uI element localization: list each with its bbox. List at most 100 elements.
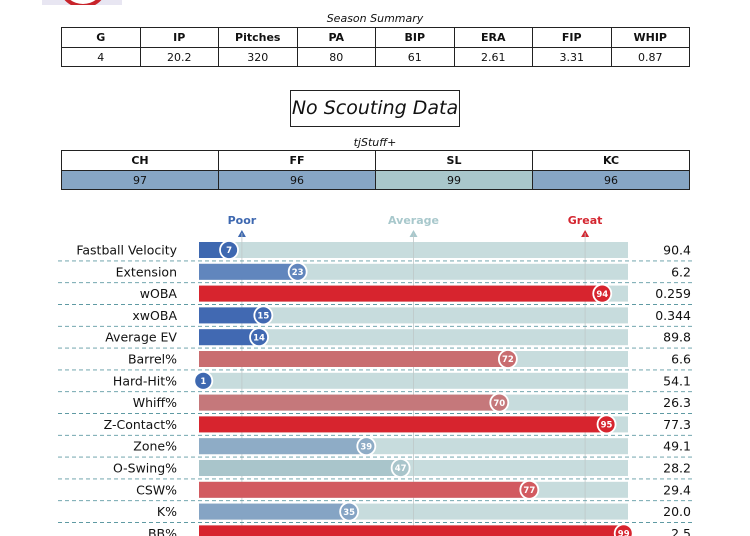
percentile-marker	[592, 283, 613, 304]
metric-value: 0.259	[655, 286, 691, 301]
percentile-bar	[199, 285, 603, 302]
season-summary-value-7: 0.87	[610, 47, 690, 67]
percentile-marker	[489, 392, 510, 413]
metric-value: 29.4	[663, 482, 691, 497]
tjstuff-value-3: 96	[532, 170, 690, 190]
season-summary-value-6: 3.31	[532, 47, 612, 67]
percentile-marker	[193, 370, 214, 391]
percentile-label: 14	[253, 333, 265, 343]
percentile-bar	[199, 394, 500, 411]
percentile-marker	[253, 305, 274, 326]
season-summary-table: G IP Pitches PA BIP ERA FIP WHIP 4 20.2 320 80 61 2.…	[61, 27, 690, 67]
metric-value: 6.6	[671, 352, 691, 367]
team-logo	[42, 0, 122, 5]
percentile-marker	[596, 414, 617, 435]
metric-label: xwOBA	[132, 308, 177, 323]
metric-label: K%	[157, 504, 177, 519]
metric-value: 77.3	[663, 417, 691, 432]
tjstuff-values-row: 97 96 99 96	[61, 170, 690, 190]
tjstuff-caption: tjStuff+	[353, 136, 397, 149]
season-summary-header-6: FIP	[532, 27, 612, 48]
percentile-label: 15	[257, 312, 269, 322]
percentile-marker	[339, 501, 360, 522]
percentile-marker	[287, 261, 308, 282]
tjstuff-value-1: 96	[218, 170, 376, 190]
scale-label-0: Poor	[228, 214, 257, 227]
metric-value: 20.0	[663, 504, 691, 519]
percentile-bar	[199, 263, 298, 280]
percentile-label: 39	[360, 442, 372, 452]
metric-label: Hard-Hit%	[113, 373, 177, 388]
tjstuff-value-2: 99	[375, 170, 533, 190]
metric-label: wOBA	[140, 286, 178, 301]
percentile-label: 95	[601, 421, 613, 431]
season-summary-value-3: 80	[296, 47, 376, 67]
percentile-bar	[199, 351, 508, 367]
percentile-marker	[219, 240, 239, 260]
tjstuff-header-row: CH FF SL KC	[61, 150, 690, 171]
scouting-data-box: No Scouting Data	[290, 90, 460, 127]
percentile-bar	[199, 481, 530, 498]
percentile-label: 94	[596, 290, 608, 300]
percentile-label: 1	[200, 377, 206, 387]
metric-label: BB%	[148, 526, 177, 536]
percentile-marker	[519, 479, 540, 500]
percentile-label: 47	[395, 464, 407, 474]
percentile-label: 99	[618, 530, 630, 536]
season-summary-caption: Season Summary	[326, 12, 424, 25]
percentile-bar	[199, 460, 401, 476]
percentile-bar	[199, 503, 350, 520]
tjstuff-header-1: FF	[218, 150, 376, 171]
season-summary-value-5: 2.61	[453, 47, 533, 67]
percentile-label: 35	[343, 508, 355, 518]
metric-label: Whiff%	[133, 395, 177, 410]
metric-value: 2.5	[671, 526, 691, 536]
metric-value: 28.2	[663, 461, 691, 476]
percentile-bar	[199, 329, 260, 346]
percentile-bar	[199, 438, 367, 455]
metric-label: Barrel%	[128, 352, 177, 367]
metric-value: 54.1	[663, 373, 691, 388]
season-summary-header-0: G	[61, 27, 141, 48]
season-summary-value-0: 4	[61, 47, 141, 67]
percentile-label: 70	[493, 399, 505, 409]
metric-label: Z-Contact%	[104, 417, 177, 432]
percentile-marker	[390, 458, 411, 478]
tjstuff-header-2: SL	[375, 150, 533, 171]
percentile-marker	[356, 436, 377, 457]
percentile-label: 72	[502, 355, 514, 365]
tjstuff-value-0: 97	[61, 170, 219, 190]
metric-label: CSW%	[136, 482, 177, 497]
percentile-bar	[199, 307, 264, 324]
season-summary-header-2: Pitches	[218, 27, 298, 48]
metric-label: O-Swing%	[113, 461, 177, 476]
season-summary-header-3: PA	[296, 27, 376, 48]
metric-value: 89.8	[663, 330, 691, 345]
tjstuff-table: CH FF SL KC 97 96 99 96	[61, 150, 690, 190]
tjstuff-header-0: CH	[61, 150, 219, 171]
percentile-marker	[613, 523, 634, 536]
percentile-label: 7	[226, 246, 232, 256]
season-summary-value-1: 20.2	[139, 47, 219, 67]
percentile-label: 77	[523, 486, 535, 496]
metric-value: 0.344	[655, 308, 691, 323]
metric-value: 49.1	[663, 439, 691, 454]
scale-label-2: Great	[568, 214, 603, 227]
percentile-marker	[249, 327, 269, 348]
metric-value: 90.4	[663, 243, 691, 258]
season-summary-header-7: WHIP	[610, 27, 690, 48]
percentile-chart: Poor Average Great 7 Fastball Velocity 90.4 23…	[58, 214, 693, 536]
percentile-marker	[497, 349, 518, 369]
metric-label: Fastball Velocity	[76, 243, 177, 258]
season-summary-values-row: 4 20.2 320 80 61 2.61 3.31 0.87	[61, 47, 690, 67]
metric-label: Zone%	[133, 439, 177, 454]
season-summary-header-4: BIP	[375, 27, 455, 48]
metric-value: 26.3	[663, 395, 691, 410]
season-summary-header-5: ERA	[453, 27, 533, 48]
season-summary-value-4: 61	[375, 47, 455, 67]
season-summary-value-2: 320	[218, 47, 298, 67]
season-summary-header-1: IP	[139, 27, 219, 48]
percentile-label: 23	[292, 268, 304, 278]
metric-label: Average EV	[105, 330, 177, 345]
percentile-bar	[199, 525, 624, 536]
